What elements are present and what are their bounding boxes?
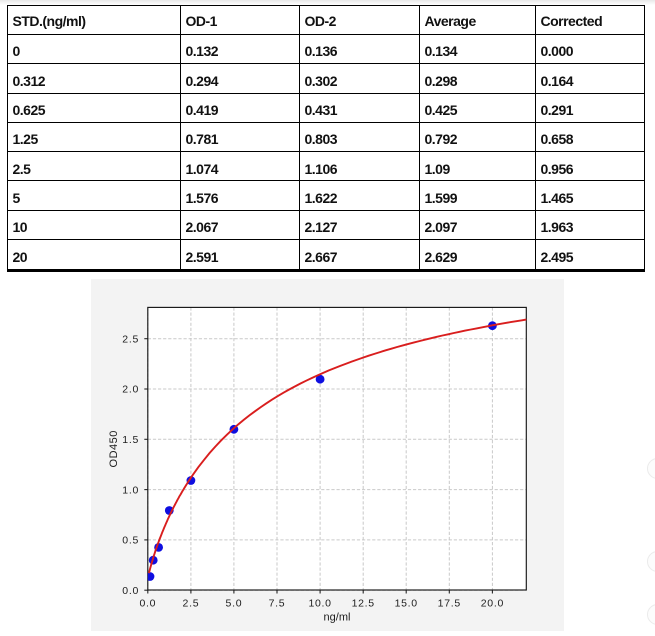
svg-text:15.0: 15.0	[395, 598, 418, 610]
svg-text:2.5: 2.5	[122, 333, 139, 345]
svg-text:1.0: 1.0	[122, 484, 139, 496]
svg-text:17.5: 17.5	[438, 598, 461, 610]
svg-text:0.0: 0.0	[122, 585, 139, 597]
svg-text:12.5: 12.5	[352, 598, 375, 610]
svg-text:ng/ml: ng/ml	[324, 612, 351, 624]
svg-text:2.5: 2.5	[183, 598, 200, 610]
svg-text:OD450: OD450	[108, 430, 120, 467]
svg-text:0.0: 0.0	[139, 598, 156, 610]
svg-text:2.0: 2.0	[122, 384, 139, 396]
svg-text:5.0: 5.0	[226, 598, 243, 610]
svg-text:0.5: 0.5	[122, 535, 139, 547]
svg-text:20.0: 20.0	[481, 598, 504, 610]
svg-text:1.5: 1.5	[122, 434, 139, 446]
svg-text:7.5: 7.5	[269, 598, 286, 610]
svg-text:10.0: 10.0	[308, 598, 331, 610]
